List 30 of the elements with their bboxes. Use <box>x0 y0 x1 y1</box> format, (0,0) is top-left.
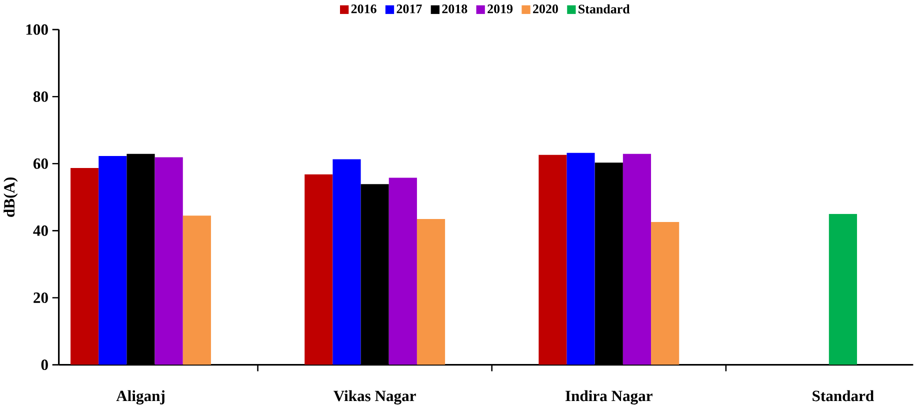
bar <box>651 222 680 365</box>
y-axis-title: dB(A) <box>4 177 18 217</box>
bar <box>388 178 417 365</box>
legend-label: 2018 <box>442 4 468 14</box>
bar <box>332 159 361 365</box>
legend-label: 2016 <box>351 4 376 14</box>
bar <box>98 156 127 365</box>
bar <box>416 218 446 365</box>
y-tick-label: 40 <box>33 225 48 236</box>
x-tick-label: Aliganj <box>116 390 164 404</box>
bar <box>828 214 858 365</box>
bar <box>622 154 652 365</box>
bar <box>538 154 567 365</box>
x-tick-label: Standard <box>812 390 874 402</box>
legend-label: 2020 <box>533 4 558 14</box>
y-tick-label: 20 <box>34 292 48 303</box>
y-tick-label: 0 <box>41 359 48 370</box>
y-tick-label: 60 <box>33 158 48 169</box>
bar <box>70 168 99 365</box>
y-tick-label: 80 <box>33 91 48 102</box>
bar <box>182 216 211 365</box>
legend-label: Standard <box>578 4 630 14</box>
legend-label: 2017 <box>396 4 422 14</box>
bar <box>566 152 595 365</box>
bar <box>304 174 333 365</box>
x-tick-label: Indira Nagar <box>566 390 652 404</box>
bar <box>154 157 183 365</box>
x-tick-label: Vikas Nagar <box>334 390 416 404</box>
legend-label: 2019 <box>488 4 513 14</box>
y-tick-label: 100 <box>26 24 48 35</box>
